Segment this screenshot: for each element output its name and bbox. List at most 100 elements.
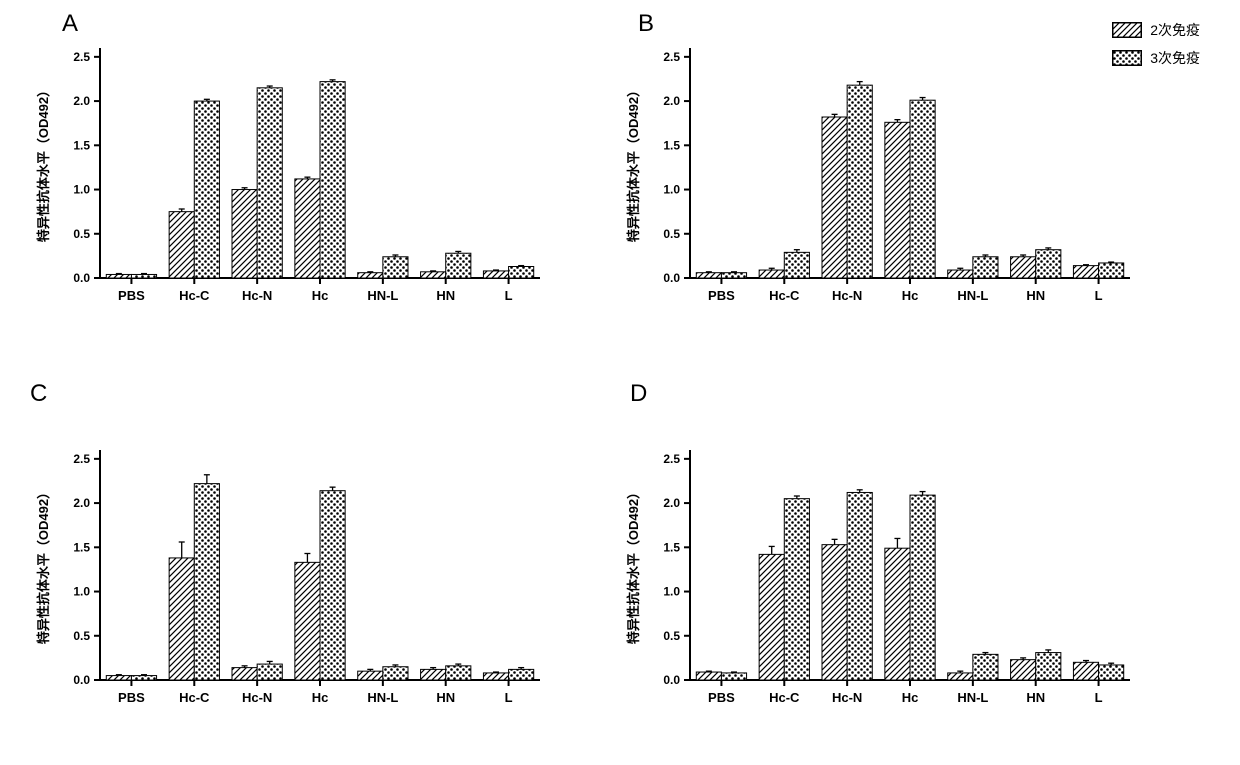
- y-tick-label: 1.0: [73, 183, 90, 197]
- bar: [1099, 665, 1124, 680]
- bar: [721, 273, 746, 278]
- x-tick-label: HN-L: [367, 690, 398, 705]
- y-tick-label: 2.5: [73, 50, 90, 64]
- bar: [948, 673, 973, 680]
- x-tick-label: Hc-N: [832, 288, 862, 303]
- bar: [232, 190, 257, 278]
- y-tick-label: 1.0: [663, 585, 680, 599]
- bar: [885, 548, 910, 680]
- y-tick-label: 2.5: [73, 452, 90, 466]
- panel-label: A: [62, 10, 78, 38]
- legend-item: 2次免疫: [1112, 20, 1200, 40]
- x-tick-label: Hc-N: [242, 690, 272, 705]
- bar: [885, 122, 910, 278]
- bar: [1011, 660, 1036, 680]
- y-tick-label: 1.0: [663, 183, 680, 197]
- y-tick-label: 0.5: [73, 629, 90, 643]
- y-tick-label: 0.5: [663, 629, 680, 643]
- bar: [483, 673, 508, 680]
- bar-chart: 0.00.51.01.52.02.5特异性抗体水平（OD492）PBSHc-CH…: [30, 440, 550, 720]
- bar: [822, 545, 847, 680]
- bar: [320, 82, 345, 278]
- bar: [383, 257, 408, 278]
- bar: [847, 492, 872, 680]
- x-tick-label: HN: [1026, 690, 1045, 705]
- y-tick-label: 2.0: [663, 94, 680, 108]
- bar: [169, 212, 194, 278]
- x-tick-label: Hc-C: [769, 288, 800, 303]
- bar: [446, 253, 471, 278]
- bar: [106, 676, 131, 680]
- bar: [421, 272, 446, 278]
- bar: [257, 88, 282, 278]
- bar: [696, 672, 721, 680]
- x-tick-label: L: [1095, 288, 1103, 303]
- x-tick-label: PBS: [708, 690, 735, 705]
- bar-chart: 0.00.51.01.52.02.5特异性抗体水平（OD492）PBSHc-CH…: [620, 440, 1140, 720]
- y-tick-label: 0.0: [73, 673, 90, 687]
- y-tick-label: 0.5: [73, 227, 90, 241]
- bar: [295, 562, 320, 680]
- y-tick-label: 2.0: [73, 94, 90, 108]
- bar: [784, 499, 809, 680]
- legend-label: 2次免疫: [1150, 20, 1200, 40]
- y-tick-label: 1.5: [663, 138, 680, 152]
- y-tick-label: 1.5: [73, 138, 90, 152]
- bar: [910, 100, 935, 278]
- y-tick-label: 2.0: [73, 496, 90, 510]
- x-tick-label: HN: [1026, 288, 1045, 303]
- panel-label: B: [638, 10, 654, 38]
- bar: [131, 274, 156, 278]
- x-tick-label: HN: [436, 690, 455, 705]
- bar: [131, 676, 156, 680]
- bar: [509, 669, 534, 680]
- y-tick-label: 0.5: [663, 227, 680, 241]
- x-tick-label: PBS: [118, 690, 145, 705]
- bar: [973, 654, 998, 680]
- y-tick-label: 1.5: [73, 540, 90, 554]
- y-tick-label: 2.5: [663, 50, 680, 64]
- x-tick-label: HN-L: [957, 690, 988, 705]
- x-tick-label: HN-L: [957, 288, 988, 303]
- y-axis-label: 特异性抗体水平（OD492）: [36, 84, 51, 242]
- bar-chart: 0.00.51.01.52.02.5特异性抗体水平（OD492）PBSHc-CH…: [30, 38, 550, 318]
- legend-swatch-diag: [1112, 22, 1142, 38]
- x-tick-label: L: [1095, 690, 1103, 705]
- bar: [1036, 653, 1061, 680]
- y-tick-label: 2.0: [663, 496, 680, 510]
- bar: [948, 270, 973, 278]
- bar: [847, 85, 872, 278]
- bar: [483, 271, 508, 278]
- x-tick-label: Hc-C: [769, 690, 800, 705]
- bar: [358, 273, 383, 278]
- bar: [784, 252, 809, 278]
- x-tick-label: L: [505, 288, 513, 303]
- bar: [446, 666, 471, 680]
- x-tick-label: Hc: [902, 690, 919, 705]
- bar: [1099, 263, 1124, 278]
- y-axis-label: 特异性抗体水平（OD492）: [626, 84, 641, 242]
- bar: [822, 117, 847, 278]
- y-axis-label: 特异性抗体水平（OD492）: [36, 486, 51, 644]
- bar: [232, 668, 257, 680]
- bar: [721, 673, 746, 680]
- bar-chart: 0.0 0.5 1.0 1.5 2.0 2.5 特异性抗体水平（OD492） PBS Hc-C H…: [620, 38, 1140, 318]
- x-tick-label: HN-L: [367, 288, 398, 303]
- bar: [383, 667, 408, 680]
- bar: [194, 101, 219, 278]
- bar: [696, 273, 721, 278]
- bar: [358, 671, 383, 680]
- bar: [509, 267, 534, 279]
- y-tick-label: 0.0: [663, 271, 680, 285]
- y-tick-label: 1.5: [663, 540, 680, 554]
- x-tick-label: Hc-N: [242, 288, 272, 303]
- x-tick-label: Hc: [312, 690, 329, 705]
- x-tick-label: Hc: [312, 288, 329, 303]
- bar: [973, 257, 998, 278]
- bar: [194, 484, 219, 680]
- bar: [257, 664, 282, 680]
- bar: [759, 270, 784, 278]
- bar: [169, 558, 194, 680]
- panel-label: C: [30, 380, 47, 408]
- x-tick-label: PBS: [708, 288, 735, 303]
